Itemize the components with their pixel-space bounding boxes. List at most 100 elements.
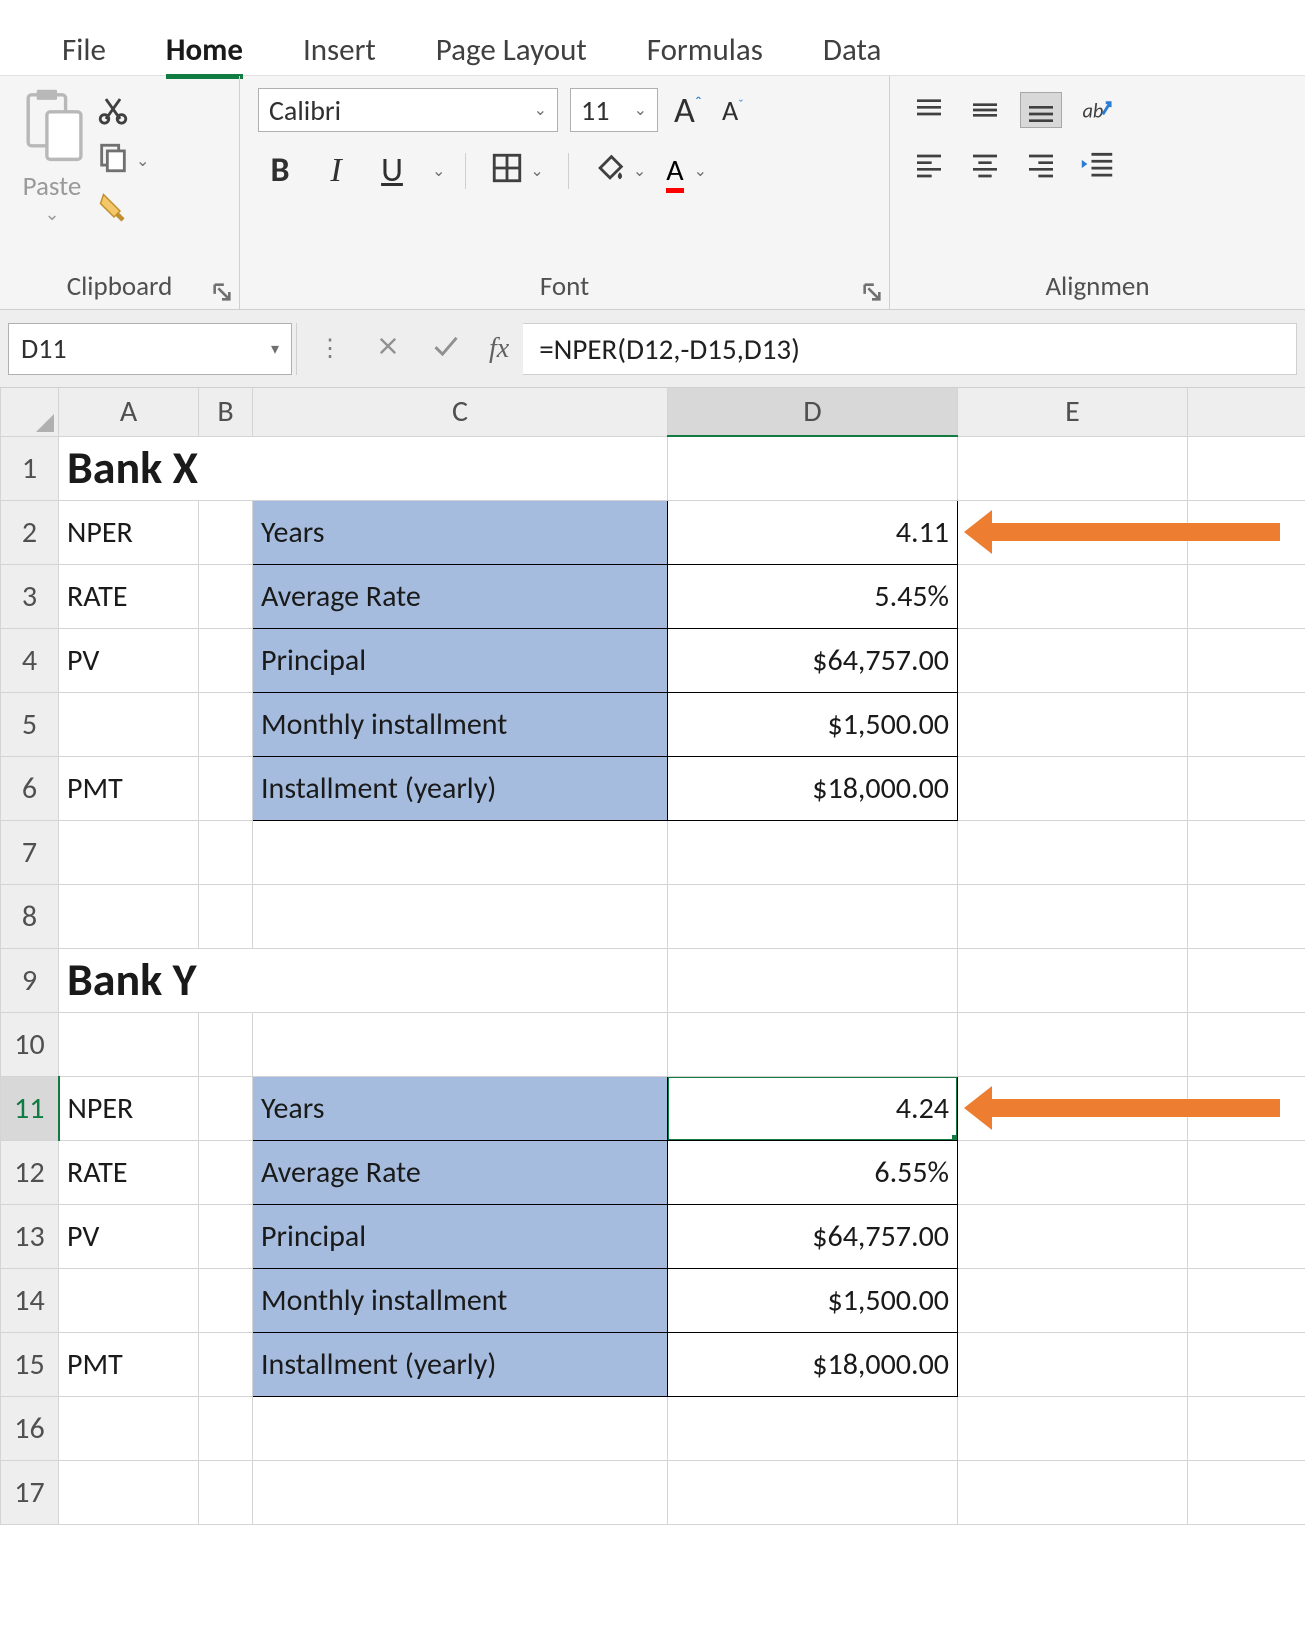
cell[interactable]: Years [253,1076,668,1140]
align-right-button[interactable] [1020,146,1062,182]
cell[interactable] [253,1396,668,1460]
font-color-button[interactable]: A ⌄ [662,152,711,189]
cell[interactable] [958,1460,1188,1524]
row-header[interactable]: 13 [1,1204,59,1268]
align-center-button[interactable] [964,146,1006,182]
cell[interactable]: Monthly installment [253,1268,668,1332]
align-middle-button[interactable] [964,92,1006,128]
cell[interactable] [199,1268,253,1332]
cell[interactable] [199,1076,253,1140]
cell[interactable] [958,1396,1188,1460]
chevron-down-icon[interactable]: ⌄ [432,161,445,181]
cell[interactable] [668,1396,958,1460]
cell[interactable] [199,564,253,628]
cell[interactable] [958,436,1188,500]
cell[interactable]: 5.45% [668,564,958,628]
align-left-button[interactable] [908,146,950,182]
row-header[interactable]: 6 [1,756,59,820]
cell[interactable] [1188,756,1305,820]
row-header[interactable]: 12 [1,1140,59,1204]
ribbon-tab-home[interactable]: Home [136,31,273,75]
column-header-c[interactable]: C [253,388,668,436]
decrease-indent-button[interactable] [1076,146,1118,182]
cell[interactable] [1188,1396,1305,1460]
paste-button[interactable]: Paste ⌄ [18,88,86,225]
fx-button[interactable]: fx [475,333,523,365]
row-header[interactable]: 15 [1,1332,59,1396]
cut-button[interactable] [96,92,149,131]
dialog-launcher-icon[interactable] [211,281,233,303]
cell[interactable] [958,1204,1188,1268]
cell[interactable]: NPER [59,500,199,564]
cell[interactable] [59,1268,199,1332]
cell[interactable]: Installment (yearly) [253,756,668,820]
cell[interactable] [958,692,1188,756]
cell[interactable]: Installment (yearly) [253,1332,668,1396]
cell[interactable] [958,1140,1188,1204]
column-header-b[interactable]: B [199,388,253,436]
cell[interactable]: $18,000.00 [668,1332,958,1396]
cell[interactable]: RATE [59,564,199,628]
cell[interactable] [1188,436,1305,500]
cell[interactable]: $64,757.00 [668,628,958,692]
column-header-a[interactable]: A [59,388,199,436]
cell[interactable] [59,1460,199,1524]
row-header[interactable]: 4 [1,628,59,692]
cell[interactable]: Average Rate [253,1140,668,1204]
cell[interactable] [1188,692,1305,756]
bold-button[interactable]: B [258,150,302,191]
cell[interactable]: Years [253,500,668,564]
cell[interactable] [199,1460,253,1524]
cell[interactable] [1188,1012,1305,1076]
ribbon-tab-file[interactable]: File [32,31,136,75]
row-header[interactable]: 7 [1,820,59,884]
cell[interactable]: 6.55% [668,1140,958,1204]
cell[interactable] [1188,1268,1305,1332]
italic-button[interactable]: I [314,152,358,190]
cell[interactable] [668,1460,958,1524]
row-header[interactable]: 5 [1,692,59,756]
column-header-blank[interactable] [1188,388,1305,436]
cell[interactable]: PV [59,1204,199,1268]
borders-button[interactable]: ⌄ [486,151,547,190]
cell[interactable] [59,884,199,948]
cell[interactable] [668,820,958,884]
cell[interactable]: Monthly installment [253,692,668,756]
cell[interactable] [668,1012,958,1076]
name-box[interactable]: D11 ▾ [8,323,292,375]
cell[interactable] [199,1204,253,1268]
cell[interactable] [59,692,199,756]
font-size-select[interactable]: 11 ⌄ [570,88,658,132]
cell[interactable] [958,820,1188,884]
cell[interactable] [199,1396,253,1460]
enter-button[interactable] [417,323,475,375]
cell[interactable] [199,692,253,756]
row-header[interactable]: 3 [1,564,59,628]
cell[interactable] [1188,884,1305,948]
cell[interactable] [199,820,253,884]
cell[interactable]: Principal [253,628,668,692]
row-header[interactable]: 10 [1,1012,59,1076]
cell[interactable]: PV [59,628,199,692]
cell[interactable] [668,884,958,948]
cell[interactable] [958,756,1188,820]
cell[interactable] [199,628,253,692]
row-header[interactable]: 14 [1,1268,59,1332]
cell[interactable]: $1,500.00 [668,1268,958,1332]
cell[interactable] [668,948,958,1012]
row-header[interactable]: 16 [1,1396,59,1460]
cell[interactable] [199,1332,253,1396]
increase-font-button[interactable]: Aˆ [670,88,706,132]
cell[interactable] [958,628,1188,692]
cell[interactable]: 4.11 [668,500,958,564]
ribbon-tab-data[interactable]: Data [793,31,912,75]
cell[interactable]: $64,757.00 [668,1204,958,1268]
ribbon-tab-insert[interactable]: Insert [273,31,406,75]
cell[interactable] [199,1140,253,1204]
formula-input[interactable]: =NPER(D12,-D15,D13) [523,323,1297,375]
column-header-e[interactable]: E [958,388,1188,436]
cell[interactable] [253,1012,668,1076]
ribbon-tab-formulas[interactable]: Formulas [617,31,793,75]
align-top-button[interactable] [908,92,950,128]
options-button[interactable]: ⋮ [301,323,359,375]
